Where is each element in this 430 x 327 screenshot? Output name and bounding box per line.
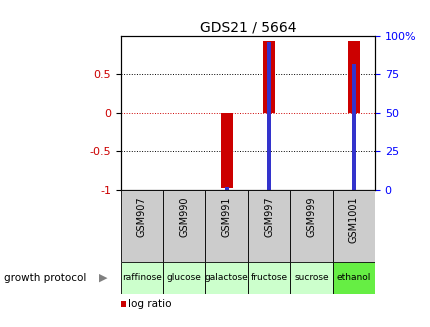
- Bar: [205, 190, 247, 262]
- Bar: [247, 190, 289, 262]
- Bar: [332, 262, 374, 294]
- Text: growth protocol: growth protocol: [4, 273, 86, 283]
- Title: GDS21 / 5664: GDS21 / 5664: [199, 21, 295, 35]
- Bar: [351, 64, 355, 190]
- Bar: [163, 190, 205, 262]
- Text: GSM997: GSM997: [264, 197, 273, 237]
- Text: fructose: fructose: [250, 273, 287, 283]
- Bar: [347, 41, 359, 113]
- Text: GSM999: GSM999: [306, 197, 316, 237]
- Bar: [289, 190, 332, 262]
- Text: raffinose: raffinose: [122, 273, 161, 283]
- Bar: [262, 41, 274, 113]
- Bar: [120, 262, 163, 294]
- Bar: [289, 262, 332, 294]
- Bar: [220, 113, 232, 188]
- Bar: [120, 190, 163, 262]
- Text: galactose: galactose: [204, 273, 248, 283]
- Text: GSM907: GSM907: [137, 197, 147, 237]
- Text: ethanol: ethanol: [336, 273, 370, 283]
- Bar: [163, 262, 205, 294]
- Text: sucrose: sucrose: [293, 273, 328, 283]
- Text: GSM990: GSM990: [179, 197, 189, 237]
- Bar: [224, 187, 228, 190]
- Bar: [247, 262, 289, 294]
- Bar: [332, 190, 374, 262]
- Text: GSM991: GSM991: [221, 197, 231, 237]
- Text: log ratio: log ratio: [127, 299, 171, 309]
- Text: glucose: glucose: [166, 273, 201, 283]
- Text: GSM1001: GSM1001: [348, 197, 358, 244]
- Text: ▶: ▶: [99, 273, 108, 283]
- Bar: [266, 42, 270, 190]
- Bar: [205, 262, 247, 294]
